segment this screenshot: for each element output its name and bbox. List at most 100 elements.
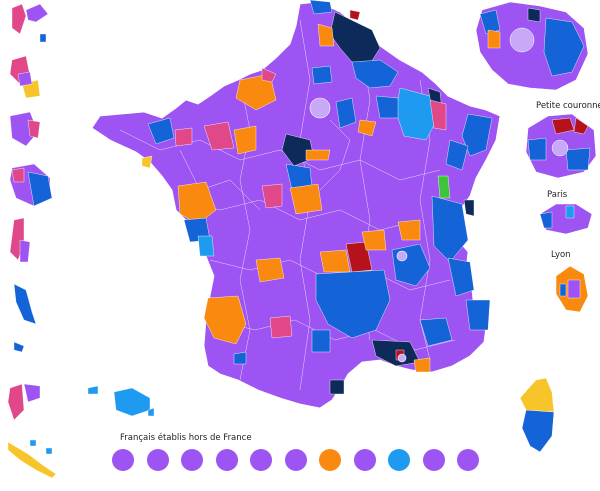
region-provence-blue	[419, 317, 453, 347]
region-nord-blue	[351, 59, 399, 89]
region-centre-yellow	[141, 155, 153, 169]
spm-blue	[29, 439, 37, 447]
region-bretagne-orange	[233, 125, 257, 155]
guadeloupe-pink	[11, 3, 27, 35]
region-alps-blue-3	[465, 299, 491, 331]
region-east-blue-2	[461, 113, 493, 157]
wf-blue-3	[147, 407, 155, 417]
spm-yellow	[7, 441, 57, 479]
paris-label: Paris	[547, 190, 568, 200]
region-limousin-orange	[255, 257, 285, 283]
mayotte-purple	[19, 239, 31, 263]
region-auvergne-orange-2	[361, 229, 387, 251]
region-picardie-blue	[311, 65, 333, 85]
guyane-pink	[27, 119, 41, 139]
polynesia-pink	[7, 383, 25, 421]
lyon-blue	[559, 283, 567, 297]
reunion-blue	[27, 171, 53, 207]
region-nord-blue-2	[309, 0, 333, 15]
idf-centre	[509, 27, 535, 53]
marseille-agglo-dot	[397, 353, 407, 363]
abroad-constituency-11	[457, 449, 479, 471]
region-nord-red	[349, 9, 361, 21]
idf-navy	[527, 7, 541, 23]
guadeloupe-blue	[39, 33, 47, 43]
abroad-constituency-3	[181, 449, 203, 471]
region-aquitaine-blue	[233, 351, 247, 365]
region-pays-loire-pink	[261, 183, 283, 209]
paris-blue	[539, 211, 553, 229]
region-east-orange	[357, 119, 377, 137]
region-aquitaine-orange	[203, 295, 247, 345]
idf-orange	[487, 29, 501, 49]
spm-blue-2	[45, 447, 53, 455]
constituency-shapes	[141, 0, 493, 395]
region-champagne-blue	[375, 95, 399, 119]
reunion-pink	[11, 167, 25, 183]
wf-blue	[113, 387, 151, 417]
abroad-constituency-4	[215, 449, 238, 471]
pc-centre	[551, 139, 569, 157]
idf-blue-east	[543, 17, 585, 77]
region-centre-orange-2	[305, 149, 331, 161]
region-rhone-orange	[397, 219, 421, 241]
region-east-blue-3	[445, 139, 469, 171]
abroad-constituency-1	[112, 449, 134, 471]
region-pays-loire-blue-2	[197, 235, 215, 257]
wf-blue-2	[87, 385, 99, 395]
corsica-south	[521, 409, 555, 453]
pc-red	[551, 117, 575, 135]
abroad-constituency-5	[250, 449, 272, 471]
corsica-north	[519, 377, 555, 415]
abroad-constituency-2	[146, 449, 169, 471]
region-occitanie-navy	[329, 379, 345, 395]
paris-blue-2	[565, 205, 575, 219]
region-pays-loire-orange	[177, 181, 217, 225]
lyon-label: Lyon	[551, 250, 571, 260]
pc-red-2	[573, 117, 589, 135]
region-alps-blue	[431, 195, 469, 263]
region-bretagne-pink	[203, 121, 235, 151]
paris-agglo-dot	[309, 97, 331, 119]
petite-couronne-inset	[525, 113, 597, 179]
abroad-constituency-6	[284, 449, 307, 471]
idf-blue-west	[479, 9, 501, 35]
region-auvergne-orange	[319, 249, 351, 273]
guadeloupe-purple	[25, 3, 49, 23]
region-east-pink	[429, 99, 447, 131]
constituency-borders	[119, 19, 456, 391]
mainland-france	[91, 0, 501, 409]
corsica	[519, 377, 555, 453]
abroad-label: Français établis hors de France	[120, 433, 252, 443]
region-champagne-blue-2	[335, 97, 357, 129]
polynesia-purple	[23, 383, 41, 403]
region-jura-green	[437, 175, 451, 199]
paris-outline	[539, 203, 593, 235]
region-auvergne-red	[345, 241, 373, 273]
abroad-constituency-7	[319, 449, 341, 471]
abroad-constituency-8	[353, 449, 376, 471]
region-normandie-pink	[261, 67, 277, 83]
region-bretagne-pink-2	[174, 127, 193, 147]
region-alps-navy	[463, 199, 475, 217]
region-provence-orange	[413, 357, 431, 373]
martinique-purple	[17, 71, 33, 87]
lyon-agglo-dot	[396, 250, 408, 262]
abroad-constituencies	[112, 449, 492, 473]
pc-blue-2	[565, 147, 591, 171]
lyon-purple	[567, 279, 581, 299]
petite-couronne-label: Petite couronne	[536, 101, 600, 111]
nc-blue	[13, 283, 37, 325]
abroad-constituency-9	[388, 449, 410, 471]
region-centre-orange	[289, 183, 323, 215]
lyon-inset	[555, 265, 589, 313]
region-occitanie-pink	[269, 315, 293, 339]
region-normandie-blue	[147, 117, 175, 145]
pc-blue	[527, 137, 547, 161]
nc-blue-2	[13, 341, 25, 353]
region-alps-blue-2	[447, 257, 475, 297]
paris-inset	[539, 203, 593, 235]
ile-de-france-inset	[475, 1, 589, 91]
region-nord-orange	[317, 23, 335, 47]
